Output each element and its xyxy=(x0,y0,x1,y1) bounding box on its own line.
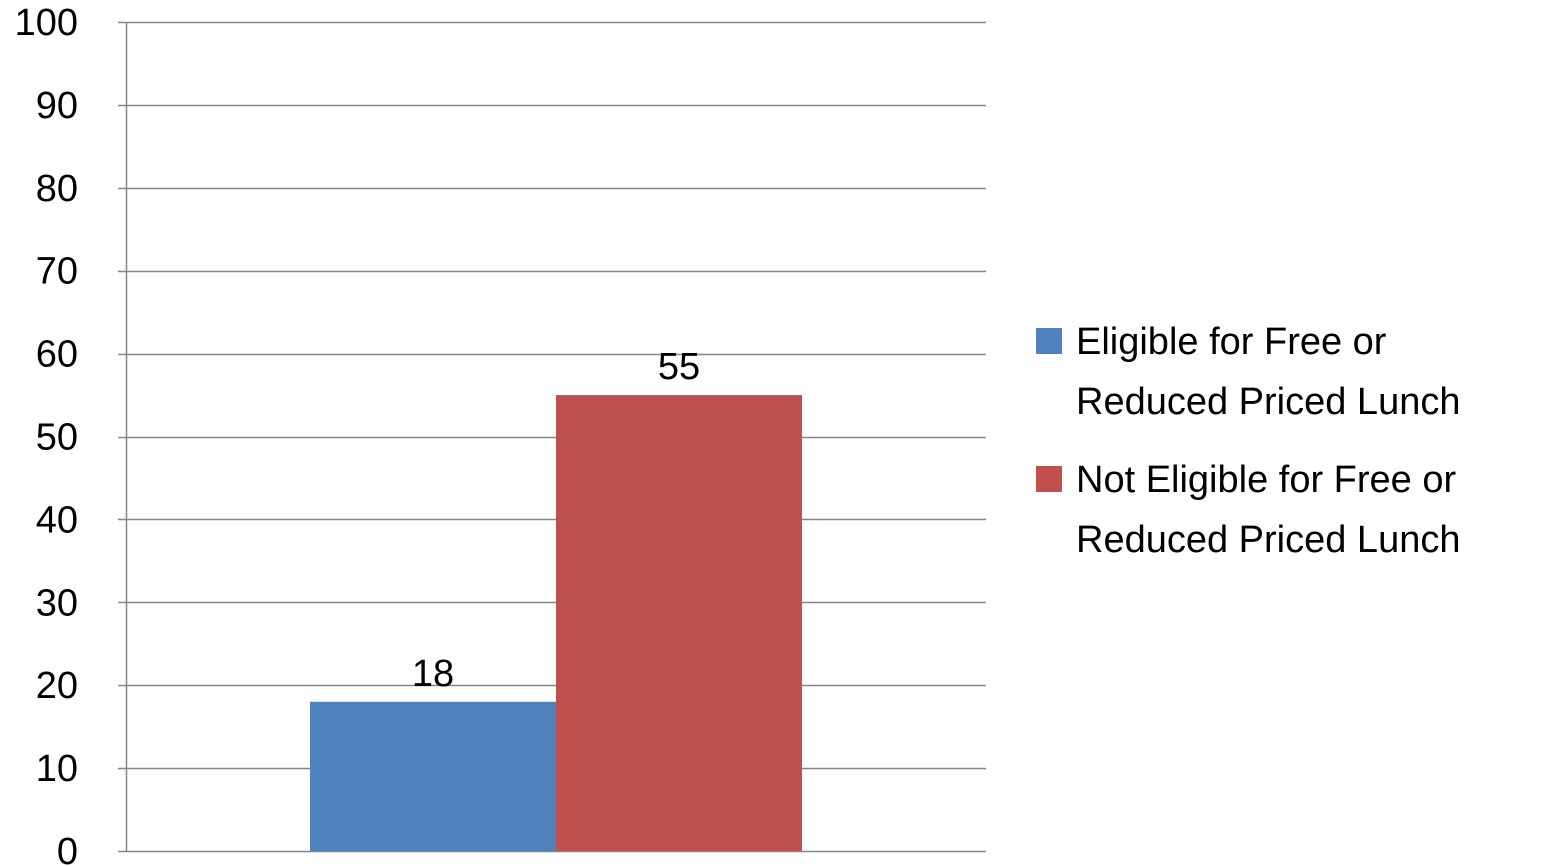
data-label-not-eligible: 55 xyxy=(658,346,700,388)
axes xyxy=(118,21,986,853)
y-tick-label-90: 90 xyxy=(36,85,78,127)
y-tick-label-30: 30 xyxy=(36,582,78,624)
y-tick-label-50: 50 xyxy=(36,417,78,459)
bar-not-eligible xyxy=(556,395,802,851)
y-tick-label-80: 80 xyxy=(36,168,78,210)
y-tick-label-40: 40 xyxy=(36,499,78,541)
legend-item-eligible: Eligible for Free or Reduced Priced Lunc… xyxy=(1036,312,1541,432)
y-tick-label-100: 100 xyxy=(15,2,78,44)
bars xyxy=(310,395,802,851)
data-label-eligible: 18 xyxy=(412,653,454,695)
bar-eligible xyxy=(310,701,556,851)
legend-label-eligible: Eligible for Free or Reduced Priced Lunc… xyxy=(1076,321,1461,423)
legend-label-not-eligible: Not Eligible for Free or Reduced Priced … xyxy=(1076,459,1461,561)
y-tick-label-20: 20 xyxy=(36,665,78,707)
chart-legend: Eligible for Free or Reduced Priced Lunc… xyxy=(1036,312,1541,588)
legend-swatch-eligible xyxy=(1036,328,1062,354)
legend-swatch-not-eligible xyxy=(1036,466,1062,492)
y-tick-label-10: 10 xyxy=(36,748,78,790)
legend-item-not-eligible: Not Eligible for Free or Reduced Priced … xyxy=(1036,450,1541,570)
y-tick-label-60: 60 xyxy=(36,334,78,376)
labels: 0 10 20 30 40 50 60 70 80 90 100 18 55 xyxy=(15,2,701,866)
y-tick-label-70: 70 xyxy=(36,251,78,293)
y-tick-label-0: 0 xyxy=(57,831,78,866)
